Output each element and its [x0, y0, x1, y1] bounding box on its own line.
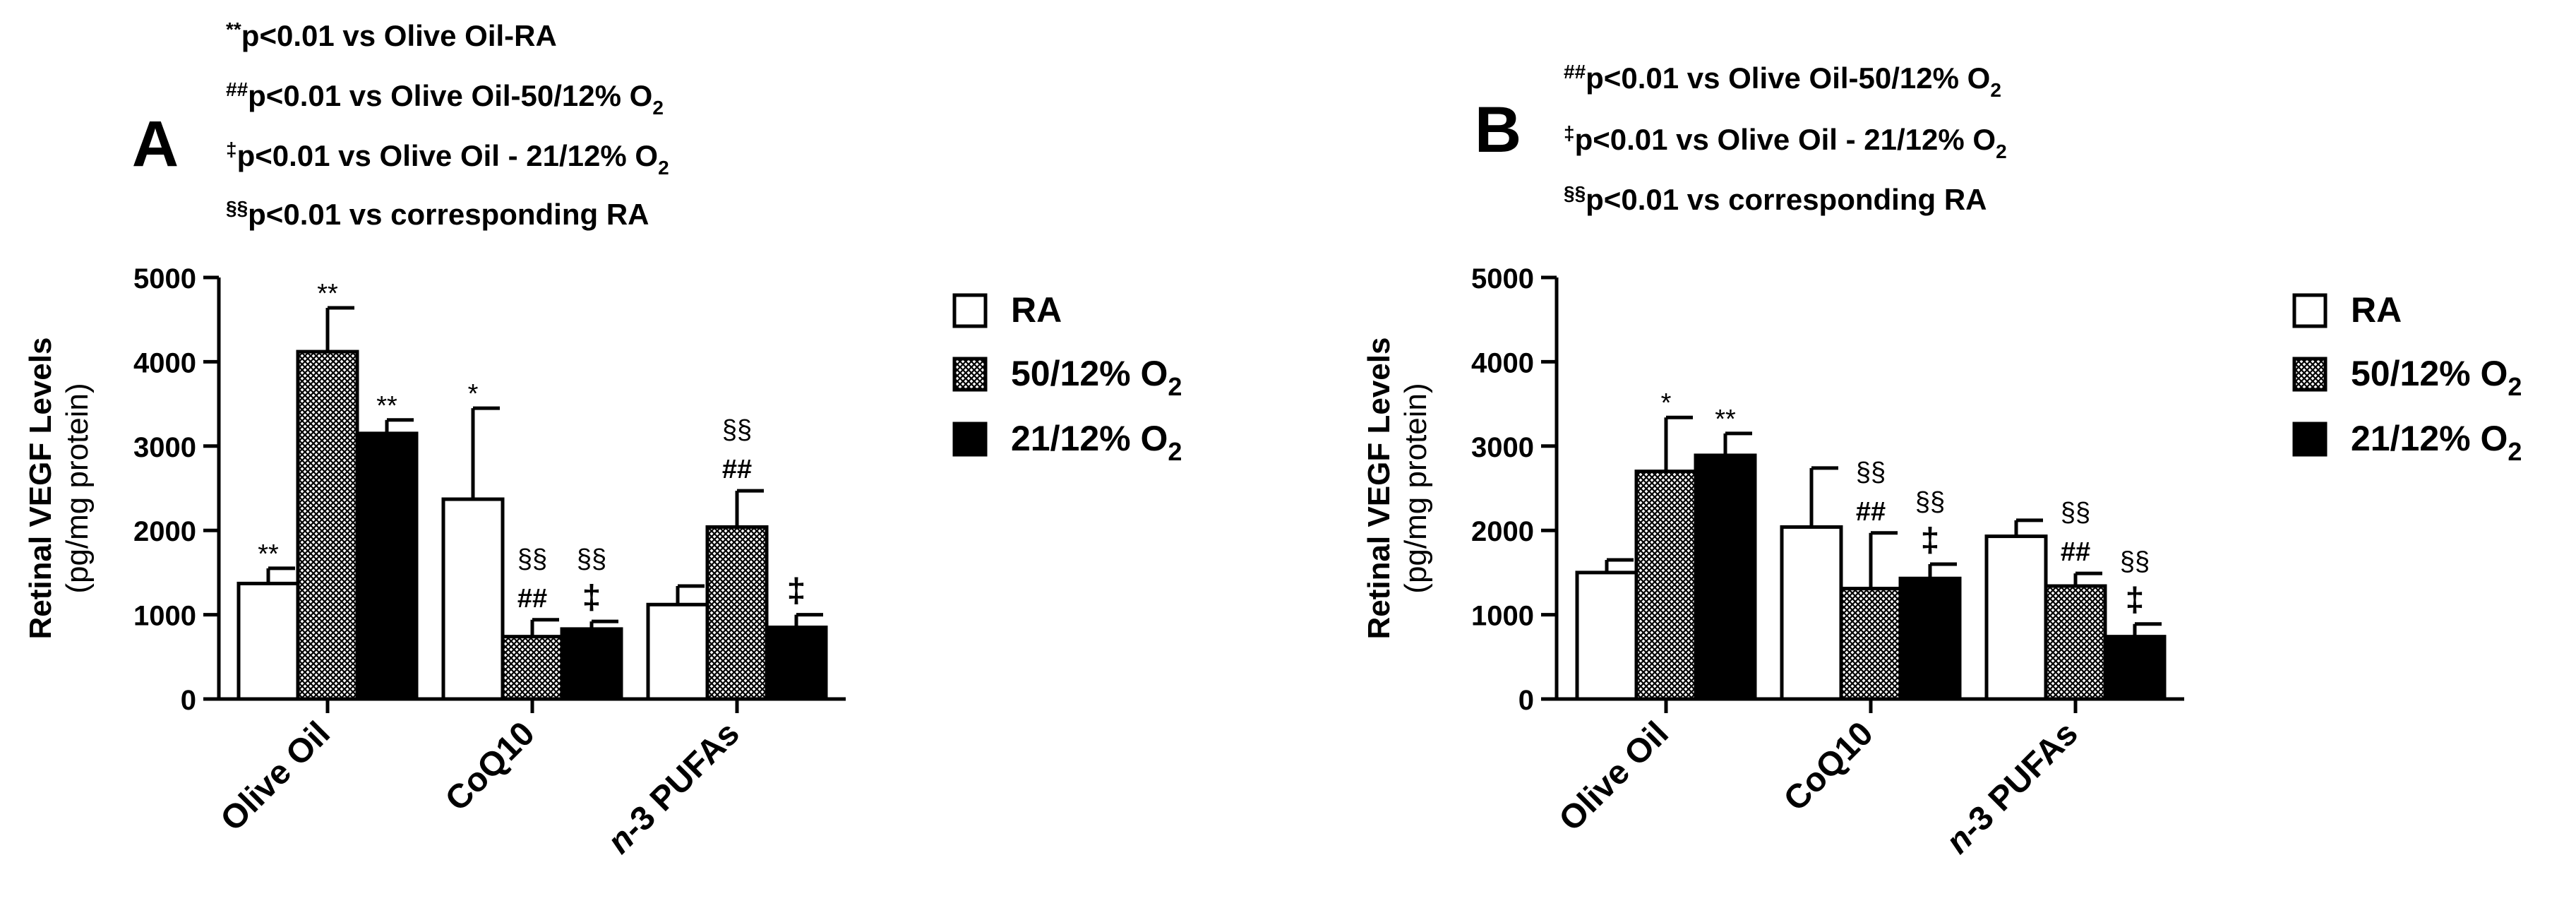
- bar-white: [1575, 571, 1639, 701]
- significance-marker: **: [1715, 405, 1736, 434]
- x-category-label: Olive Oil: [1552, 715, 1676, 838]
- y-axis-label-units: (pg/mg protein): [60, 383, 95, 593]
- legend-label: RA: [2351, 290, 2402, 330]
- significance-marker: §§: [722, 415, 752, 445]
- y-tick-label: 2000: [133, 516, 196, 547]
- bar-black: [1898, 576, 1962, 701]
- significance-marker: ‡: [787, 573, 806, 610]
- significance-note: **p<0.01 vs Olive Oil-RA: [226, 18, 557, 52]
- significance-note: ‡p<0.01 vs Olive Oil - 21/12% O2: [1564, 122, 2007, 162]
- significance-note: ‡p<0.01 vs Olive Oil - 21/12% O2: [226, 138, 669, 179]
- bar-black: [765, 626, 828, 701]
- legend-swatch-black: [2292, 422, 2328, 457]
- y-tick-label: 0: [1518, 685, 1534, 716]
- panel-a: A **p<0.01 vs Olive Oil-RA ##p<0.01 vs Oli…: [23, 18, 1182, 861]
- bar-white: [1984, 534, 2048, 701]
- y-tick-label: 5000: [1471, 263, 1534, 294]
- y-tick-label: 4000: [133, 347, 196, 378]
- bar-black: [560, 627, 623, 701]
- legend-label: RA: [1011, 290, 1062, 330]
- y-axis-label: Retinal VEGF Levels: [23, 337, 58, 640]
- significance-marker: ##: [2061, 537, 2090, 567]
- bar-hatch: [1634, 470, 1698, 701]
- significance-note: ##p<0.01 vs Olive Oil-50/12% O2: [226, 78, 664, 119]
- bar-black: [2103, 635, 2167, 701]
- significance-marker: §§: [1856, 458, 1886, 487]
- x-category-label: CoQ10: [1777, 715, 1881, 818]
- panel-b: B ##p<0.01 vs Olive Oil-50/12% O2 ‡p<0.01 …: [1362, 61, 2522, 861]
- y-tick-label: 3000: [1471, 432, 1534, 463]
- x-category-label: Olive Oil: [214, 715, 337, 838]
- significance-marker: §§: [1915, 487, 1945, 517]
- bar-hatch: [1839, 587, 1903, 701]
- legend-label: 50/12% O2: [2351, 354, 2522, 401]
- significance-marker: **: [258, 539, 279, 569]
- x-category-label: n-3 PUFAs: [1939, 715, 2085, 861]
- bar-white: [236, 581, 300, 701]
- bar-white: [441, 497, 505, 701]
- bar-hatch: [2044, 584, 2107, 701]
- significance-marker: ‡: [582, 579, 601, 616]
- bar-white: [646, 602, 709, 701]
- significance-marker: ‡: [1921, 522, 1940, 559]
- significance-marker: *: [1661, 388, 1672, 418]
- legend-swatch-hatch: [2292, 357, 2328, 392]
- significance-marker: **: [317, 279, 338, 309]
- significance-marker: ##: [722, 455, 752, 484]
- y-axis-label: Retinal VEGF Levels: [1362, 337, 1396, 640]
- y-tick-label: 2000: [1471, 516, 1534, 547]
- panel-letter: A: [132, 108, 179, 180]
- significance-note: ##p<0.01 vs Olive Oil-50/12% O2: [1564, 61, 2001, 101]
- y-axis-label-units: (pg/mg protein): [1398, 383, 1433, 593]
- significance-marker: ##: [1856, 497, 1886, 527]
- legend-swatch-hatch: [952, 357, 988, 392]
- bar-hatch: [705, 525, 769, 701]
- panel-letter: B: [1475, 94, 1521, 166]
- legend-label: 21/12% O2: [1011, 419, 1182, 466]
- bar-black: [1694, 453, 1757, 701]
- y-tick-label: 3000: [133, 432, 196, 463]
- legend-swatch-white: [952, 293, 988, 328]
- significance-marker: §§: [2120, 547, 2150, 577]
- y-tick-label: 0: [181, 685, 196, 716]
- significance-marker: ##: [517, 584, 547, 614]
- legend-swatch-white: [2292, 293, 2328, 328]
- significance-marker: ‡: [2126, 582, 2145, 619]
- significance-note: §§p<0.01 vs corresponding RA: [1564, 182, 1987, 216]
- significance-marker: **: [376, 391, 397, 421]
- y-tick-label: 5000: [133, 263, 196, 294]
- legend-swatch-black: [952, 422, 988, 457]
- y-tick-label: 4000: [1471, 347, 1534, 378]
- bar-white: [1780, 525, 1843, 701]
- x-category-label: CoQ10: [438, 715, 542, 818]
- significance-marker: §§: [2061, 498, 2090, 527]
- legend-label: 50/12% O2: [1011, 354, 1182, 401]
- y-tick-label: 1000: [1471, 601, 1534, 632]
- legend-label: 21/12% O2: [2351, 419, 2522, 466]
- bar-hatch: [296, 350, 359, 701]
- significance-marker: §§: [577, 544, 606, 574]
- bar-hatch: [501, 635, 564, 701]
- significance-marker: *: [468, 379, 479, 409]
- significance-note: §§p<0.01 vs corresponding RA: [226, 197, 649, 231]
- bar-black: [355, 431, 419, 701]
- significance-marker: §§: [517, 544, 547, 574]
- y-tick-label: 1000: [133, 601, 196, 632]
- x-category-label: n-3 PUFAs: [601, 715, 747, 861]
